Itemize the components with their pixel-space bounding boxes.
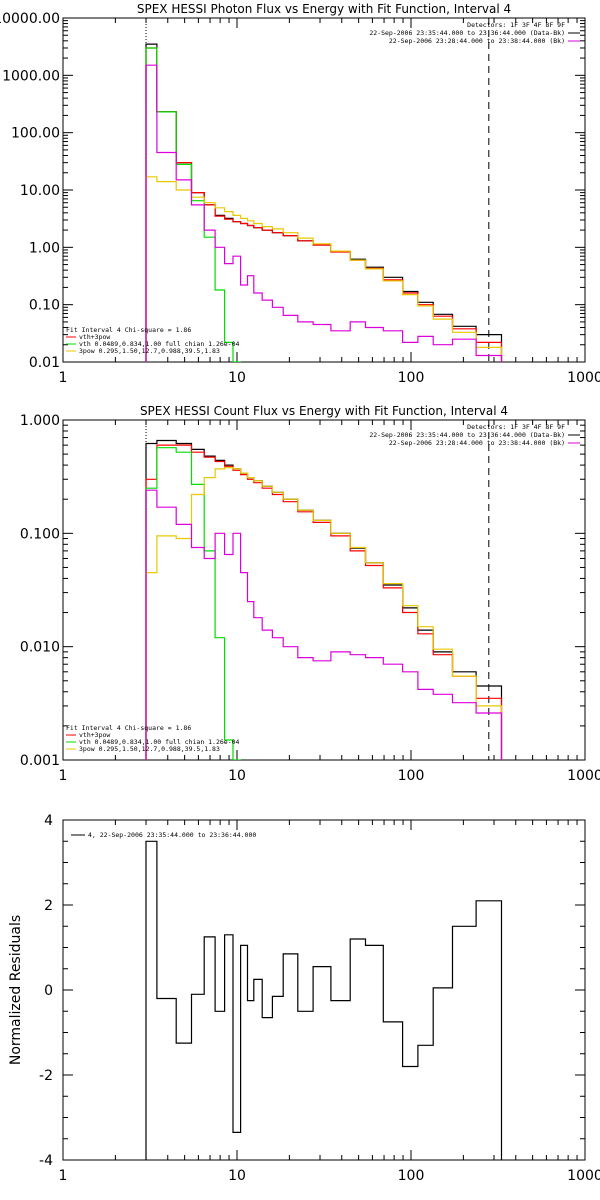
legend-entry: vth+3pow (79, 731, 110, 739)
x-tick-label: 10 (228, 768, 246, 784)
detector-header-line: 22-Sep-2006 23:28:44.000 to 23:38:44.000… (389, 37, 565, 45)
series-3-line (145, 467, 503, 760)
series-3-line (145, 176, 503, 362)
y-tick-label: 1.00 (29, 240, 60, 256)
x-tick-label: 100 (398, 1168, 425, 1184)
x-tick-label: 1 (59, 768, 68, 784)
legend-entry: 4, 22-Sep-2006 23:35:44.000 to 23:36:44.… (88, 831, 256, 839)
legend-entry: 3pow 0.295,1.50,12.7,0.988,39.5,1.83 (79, 745, 220, 753)
legend-entry: Fit Interval 4 Chi-square = 1.86 (66, 326, 191, 334)
y-tick-label: 0.01 (29, 355, 60, 371)
x-tick-label: 1000 (567, 370, 600, 386)
y-tick-label: 2 (44, 898, 53, 914)
detector-header-line: 22-Sep-2006 23:35:44.000 to 23:36:44.000… (369, 431, 565, 439)
plot-frame (62, 17, 586, 363)
y-tick-label: 0.010 (20, 640, 60, 656)
y-tick-label: -2 (39, 1068, 53, 1084)
y-tick-label: -4 (39, 1153, 53, 1169)
chart-panel-1: SPEX HESSI Photon Flux vs Energy with Fi… (0, 2, 600, 386)
detector-header-line: Detectors: 1F 3F 4F 8F 9F (467, 21, 565, 29)
series-0-line (145, 43, 503, 362)
x-tick-label: 1000 (567, 768, 600, 784)
plot-frame (62, 819, 586, 1161)
series-4-line (145, 489, 503, 760)
chart-title: SPEX HESSI Count Flux vs Energy with Fit… (140, 404, 508, 418)
x-tick-label: 100 (398, 768, 425, 784)
x-tick-label: 10 (228, 370, 246, 386)
chart-panel-3: 1 10 100 1000 -4 -2 0 2 4 Normalized Residuals 4, … (8, 813, 600, 1184)
y-axis-label: Normalized Residuals (8, 915, 24, 1065)
legend-entry: Fit Interval 4 Chi-square = 1.86 (66, 724, 191, 732)
y-tick-label: 10.00 (20, 183, 60, 199)
x-tick-label: 10 (228, 1168, 246, 1184)
chart-panel-2: SPEX HESSI Count Flux vs Energy with Fit… (20, 404, 600, 784)
series-4-line (145, 64, 503, 362)
y-tick-label: 0.10 (29, 298, 60, 314)
x-tick-label: 1 (59, 370, 68, 386)
x-tick-label: 1 (59, 1168, 68, 1184)
y-tick-label: 1000.00 (2, 68, 60, 84)
legend-entry: 3pow 0.295,1.50,12.7,0.988,39.5,1.83 (79, 347, 220, 355)
y-tick-label: 100.00 (11, 126, 60, 142)
y-tick-label: 0.100 (20, 526, 60, 542)
y-tick-label: 0 (44, 983, 53, 999)
plot-frame (62, 419, 586, 761)
y-tick-label: 0.001 (20, 753, 60, 769)
y-tick-label: 4 (44, 813, 53, 829)
detector-header-line: Detectors: 1F 3F 4F 8F 9F (467, 423, 565, 431)
y-tick-label: 1.000 (20, 413, 60, 429)
detector-header-line: 22-Sep-2006 23:35:44.000 to 23:36:44.000… (369, 29, 565, 37)
detector-header-line: 22-Sep-2006 23:28:44.000 to 23:38:44.000… (389, 439, 565, 447)
legend-entry: vth 0.0489,0.834,1.00 full chian 1.26e-0… (79, 340, 240, 348)
x-tick-label: 100 (398, 370, 425, 386)
series-0-line (145, 840, 503, 1160)
series-0-line (145, 439, 503, 760)
series-1-line (145, 444, 503, 760)
legend-entry: vth+3pow (79, 333, 110, 341)
legend-entry: vth 0.0489,0.834,1.00 full chian 1.26e-0… (79, 738, 240, 746)
x-tick-label: 1000 (567, 1168, 600, 1184)
chart-title: SPEX HESSI Photon Flux vs Energy with Fi… (137, 2, 511, 16)
